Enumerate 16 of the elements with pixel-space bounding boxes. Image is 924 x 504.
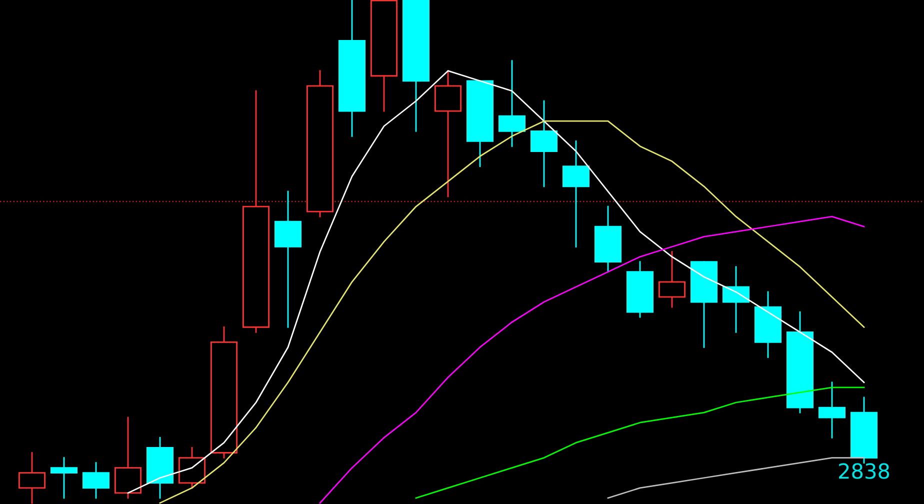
annotation: 2838 [839,463,890,479]
candlestick [18,452,46,504]
candlestick [146,436,174,499]
candlestick [818,382,846,438]
candlestick [658,251,686,308]
candlestick [434,70,462,198]
candlestick [50,457,78,499]
candlestick [530,100,558,188]
candlestick [274,190,302,328]
candlestick [338,0,366,137]
candlestick [722,266,750,333]
candlestick [562,140,590,248]
candlestick [754,291,782,358]
candlestick [498,60,526,147]
candlestick [594,206,622,273]
candlestick [82,462,110,499]
